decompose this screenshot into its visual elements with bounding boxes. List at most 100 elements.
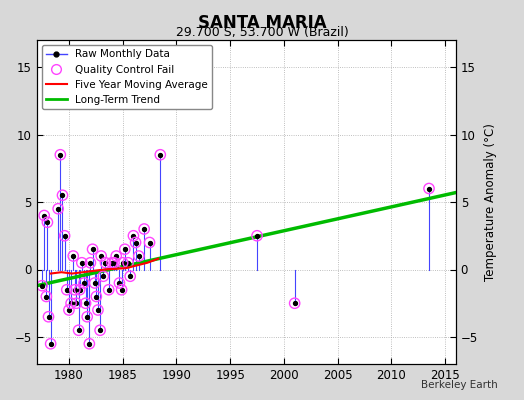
- Legend: Raw Monthly Data, Quality Control Fail, Five Year Moving Average, Long-Term Tren: Raw Monthly Data, Quality Control Fail, …: [42, 45, 212, 109]
- Point: [62, 286, 71, 293]
- Point: [96, 327, 104, 334]
- Point: [74, 327, 83, 334]
- Text: 29.700 S, 53.700 W (Brazil): 29.700 S, 53.700 W (Brazil): [176, 26, 348, 39]
- Point: [62, 286, 71, 293]
- Point: [104, 286, 113, 293]
- Point: [75, 286, 84, 293]
- Point: [81, 300, 90, 306]
- Point: [94, 307, 102, 313]
- Point: [121, 246, 129, 252]
- Point: [108, 260, 116, 266]
- Point: [99, 273, 107, 280]
- Point: [71, 286, 79, 293]
- Point: [85, 340, 94, 347]
- Point: [56, 152, 64, 158]
- Point: [126, 273, 134, 280]
- Point: [253, 232, 261, 239]
- Point: [94, 307, 102, 313]
- Point: [47, 340, 55, 347]
- Point: [42, 293, 50, 300]
- Point: [132, 239, 140, 246]
- Point: [89, 246, 97, 252]
- Point: [38, 282, 46, 289]
- Point: [121, 246, 129, 252]
- Point: [71, 286, 79, 293]
- Point: [425, 185, 433, 192]
- Point: [129, 232, 138, 239]
- Point: [140, 226, 148, 232]
- Point: [290, 300, 299, 306]
- Point: [126, 273, 134, 280]
- Point: [96, 327, 104, 334]
- Point: [135, 253, 143, 259]
- Y-axis label: Temperature Anomaly (°C): Temperature Anomaly (°C): [484, 123, 497, 281]
- Point: [117, 286, 126, 293]
- Point: [92, 293, 101, 300]
- Point: [78, 260, 86, 266]
- Point: [115, 280, 124, 286]
- Point: [117, 286, 126, 293]
- Point: [40, 212, 48, 219]
- Point: [47, 340, 55, 347]
- Point: [60, 232, 69, 239]
- Point: [118, 260, 127, 266]
- Point: [156, 152, 165, 158]
- Point: [69, 253, 78, 259]
- Point: [60, 232, 69, 239]
- Point: [86, 260, 95, 266]
- Point: [99, 273, 107, 280]
- Point: [253, 232, 261, 239]
- Point: [43, 219, 52, 226]
- Point: [78, 260, 86, 266]
- Point: [67, 300, 75, 306]
- Point: [135, 253, 143, 259]
- Point: [56, 152, 64, 158]
- Point: [65, 307, 73, 313]
- Point: [54, 206, 62, 212]
- Point: [67, 300, 75, 306]
- Point: [110, 260, 118, 266]
- Point: [112, 253, 121, 259]
- Point: [58, 192, 67, 198]
- Point: [83, 314, 91, 320]
- Point: [108, 260, 116, 266]
- Point: [45, 314, 53, 320]
- Point: [92, 293, 101, 300]
- Point: [81, 300, 90, 306]
- Point: [75, 286, 84, 293]
- Point: [112, 253, 121, 259]
- Point: [101, 260, 110, 266]
- Point: [65, 307, 73, 313]
- Point: [110, 260, 118, 266]
- Point: [91, 280, 99, 286]
- Point: [104, 286, 113, 293]
- Point: [69, 253, 78, 259]
- Point: [118, 260, 127, 266]
- Point: [425, 185, 433, 192]
- Point: [83, 314, 91, 320]
- Point: [132, 239, 140, 246]
- Point: [45, 314, 53, 320]
- Point: [85, 340, 94, 347]
- Point: [80, 280, 88, 286]
- Text: Berkeley Earth: Berkeley Earth: [421, 380, 498, 390]
- Point: [58, 192, 67, 198]
- Point: [42, 293, 50, 300]
- Point: [72, 300, 81, 306]
- Point: [86, 260, 95, 266]
- Point: [72, 300, 81, 306]
- Point: [140, 226, 148, 232]
- Point: [40, 212, 48, 219]
- Point: [124, 260, 132, 266]
- Point: [156, 152, 165, 158]
- Point: [74, 327, 83, 334]
- Point: [101, 260, 110, 266]
- Point: [124, 260, 132, 266]
- Point: [290, 300, 299, 306]
- Point: [145, 239, 154, 246]
- Point: [43, 219, 52, 226]
- Point: [115, 280, 124, 286]
- Point: [54, 206, 62, 212]
- Point: [145, 239, 154, 246]
- Point: [97, 253, 105, 259]
